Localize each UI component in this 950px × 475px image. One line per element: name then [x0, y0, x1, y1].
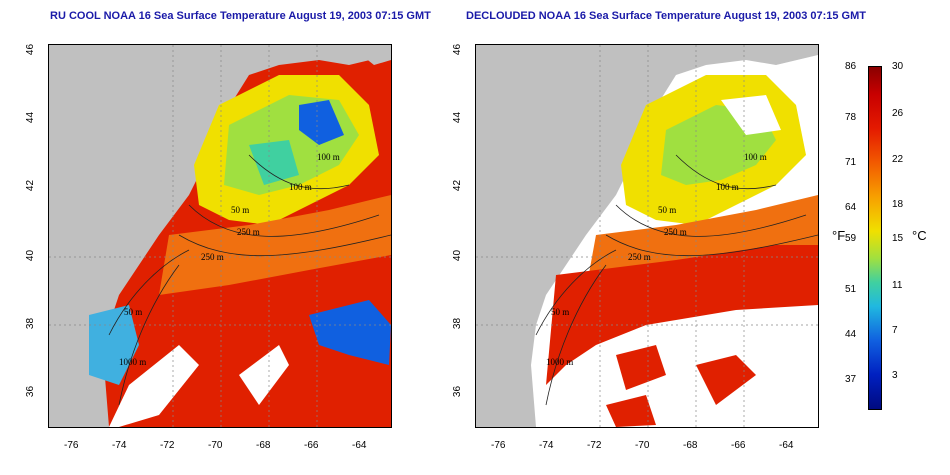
colorbar-f-label: 64 — [845, 202, 857, 213]
x-tick: -64 — [779, 440, 794, 451]
colorbar-c-label: 18 — [892, 199, 904, 210]
y-tick: 42 — [452, 179, 464, 192]
x-tick: -72 — [587, 440, 602, 451]
x-tick: -76 — [491, 440, 506, 451]
y-tick: 38 — [452, 317, 464, 330]
colorbar-c-label: 22 — [892, 154, 904, 165]
contour-label: 250 m — [201, 252, 224, 262]
colorbar-f-label: 37 — [845, 374, 857, 385]
temperature-colorbar — [868, 66, 882, 410]
colorbar-f-label: 71 — [845, 157, 857, 168]
contour-label: 100 m — [317, 152, 340, 162]
x-tick: -66 — [731, 440, 746, 451]
x-tick: -74 — [539, 440, 554, 451]
unit-fahrenheit: °F — [832, 228, 846, 243]
y-tick: 44 — [25, 111, 37, 124]
contour-label: 250 m — [628, 252, 651, 262]
colorbar-c-label: 26 — [892, 108, 904, 119]
contour-label: 50 m — [551, 307, 569, 317]
y-tick: 44 — [452, 111, 464, 124]
y-tick: 36 — [25, 385, 37, 398]
y-tick: 46 — [452, 43, 464, 56]
contour-label: 250 m — [664, 227, 687, 237]
y-tick: 46 — [25, 43, 37, 56]
contour-label: 50 m — [124, 307, 142, 317]
colorbar-f-label: 44 — [845, 329, 857, 340]
colorbar-c-label: 7 — [892, 325, 898, 336]
sst-map-raw: 100 m 100 m 50 m 250 m 250 m 50 m 1000 m — [48, 44, 392, 428]
contour-label: 50 m — [231, 205, 249, 215]
colorbar-f-label: 59 — [845, 233, 857, 244]
contour-label: 50 m — [658, 205, 676, 215]
unit-celsius: °C — [912, 228, 927, 243]
x-tick: -68 — [256, 440, 271, 451]
left-map-title: RU COOL NOAA 16 Sea Surface Temperature … — [50, 10, 431, 22]
x-tick: -70 — [208, 440, 223, 451]
sst-map-declouded: 100 m 100 m 50 m 250 m 250 m 50 m 1000 m — [475, 44, 819, 428]
contour-label: 1000 m — [119, 357, 146, 367]
colorbar-c-label: 3 — [892, 370, 898, 381]
y-tick: 40 — [25, 249, 37, 262]
x-tick: -74 — [112, 440, 127, 451]
contour-label: 1000 m — [546, 357, 573, 367]
x-tick: -66 — [304, 440, 319, 451]
colorbar-c-label: 15 — [892, 233, 904, 244]
x-tick: -72 — [160, 440, 175, 451]
contour-label: 100 m — [289, 182, 312, 192]
colorbar-f-label: 51 — [845, 284, 857, 295]
contour-label: 100 m — [744, 152, 767, 162]
y-tick: 42 — [25, 179, 37, 192]
contour-label: 100 m — [716, 182, 739, 192]
right-map-title: DECLOUDED NOAA 16 Sea Surface Temperatur… — [466, 10, 866, 22]
y-tick: 36 — [452, 385, 464, 398]
x-tick: -64 — [352, 440, 367, 451]
colorbar-f-label: 78 — [845, 112, 857, 123]
contour-label: 250 m — [237, 227, 260, 237]
colorbar-f-label: 86 — [845, 61, 857, 72]
colorbar-c-label: 11 — [892, 280, 903, 291]
colorbar-c-label: 30 — [892, 61, 904, 72]
x-tick: -76 — [64, 440, 79, 451]
x-tick: -70 — [635, 440, 650, 451]
y-tick: 38 — [25, 317, 37, 330]
y-tick: 40 — [452, 249, 464, 262]
x-tick: -68 — [683, 440, 698, 451]
